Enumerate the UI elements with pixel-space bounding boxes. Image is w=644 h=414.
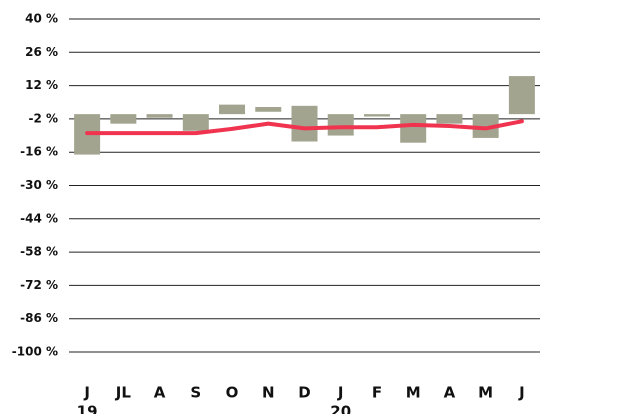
y-tick-label: 12 % [25,78,58,92]
bar [182,114,209,131]
y-tick-label: -86 % [20,311,58,325]
y-tick-label: -72 % [20,278,58,292]
x-tick-label: M [478,384,493,402]
bar [327,114,354,136]
x-tick-label: J [518,384,525,402]
x-tick-label: A [444,384,456,402]
x-tick-label: A [154,384,166,402]
y-tick-label: 26 % [25,45,58,59]
y-tick-label: 40 % [25,12,58,26]
y-tick-label: -58 % [20,245,58,259]
bar [472,114,499,138]
y-tick-label: -30 % [20,178,58,192]
x-tick-label: J [337,384,344,402]
x-tick-label: F [372,384,382,402]
y-tick-label: -16 % [20,145,58,159]
bar [291,105,318,142]
bar [146,114,173,118]
x-tick-label: S [190,384,201,402]
year-label: 20 [330,403,351,414]
x-tick-label: D [298,384,310,402]
bar [255,107,282,112]
bar [508,76,535,115]
x-tick-label: N [262,384,275,402]
year-label: 19 [77,403,98,414]
y-tick-label: -2 % [28,111,58,125]
bar [110,114,137,124]
bar [219,104,246,115]
x-tick-label: J [83,384,90,402]
bar [363,114,390,117]
x-tick-label: O [226,384,239,402]
bar [400,114,427,143]
x-tick-label: M [406,384,421,402]
x-tick-label: JL [115,384,132,402]
y-tick-label: -44 % [20,211,58,225]
line [85,119,524,136]
bar [436,114,463,124]
y-tick-label: -100 % [12,345,58,359]
